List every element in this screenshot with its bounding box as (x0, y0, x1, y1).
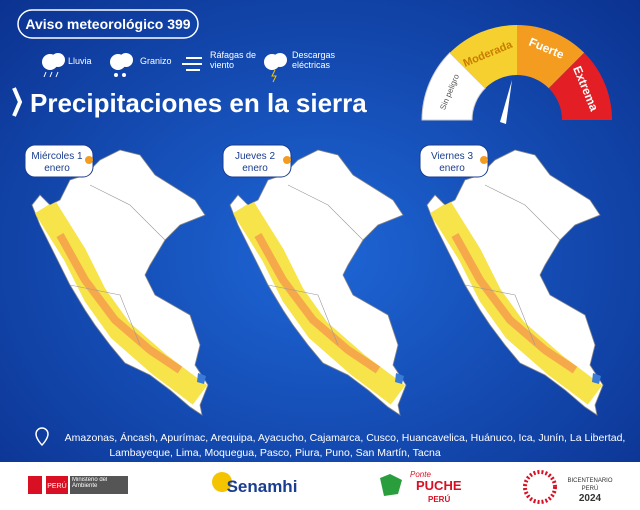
date-day: Miércoles 1 (31, 151, 83, 162)
puche-text: PERÚ (428, 495, 450, 504)
ministry-box-fo: Ministerio del Ambiente (72, 477, 108, 489)
date-month: enero (44, 163, 70, 174)
puche-text: PUCHE (416, 478, 462, 493)
senamhi-sun (212, 472, 232, 492)
title: Precipitaciones en la sierra (30, 88, 367, 118)
bicentenario-text: PERÚ (582, 485, 599, 492)
legend-label: Granizo (140, 56, 172, 66)
badge (17, 9, 199, 39)
legend-label: Descargas eléctricas (292, 50, 336, 70)
bicentenario-logo (523, 470, 557, 504)
legend (42, 53, 287, 83)
date-month: enero (242, 163, 268, 174)
date-box (24, 144, 94, 178)
date-box (419, 144, 489, 178)
peru-flag (28, 476, 42, 494)
bicentenario-year: 2024 (579, 493, 602, 504)
date-day: Jueves 2 (235, 151, 275, 162)
peru-text: PERÚ (47, 481, 66, 490)
ministry-box (70, 476, 128, 494)
legend-label: Lluvia (68, 56, 92, 66)
puche-map (380, 474, 402, 496)
title-arrow (12, 87, 23, 117)
legend-label-box: Descargas eléctricas (292, 50, 336, 70)
puche-text: Ponte (410, 470, 431, 479)
badge-text: Aviso meteorológico 399 (25, 16, 190, 32)
legend-label-box: Ráfagas de viento (210, 50, 257, 70)
date-day: Viernes 3 (431, 151, 474, 162)
peru-box (46, 476, 68, 494)
legend-label: Ráfagas de viento (210, 50, 257, 70)
date-month: enero (439, 163, 465, 174)
ministry-text: Ministerio del Ambiente (72, 477, 108, 489)
bicentenario-text: BICENTENARIO (567, 478, 612, 484)
date-dot (85, 156, 93, 164)
date-dot (283, 156, 291, 164)
gauge (421, 24, 612, 124)
pin-icon (35, 427, 49, 447)
regions: Lambayeque, Lima, Moquegua, Pasco, Piura… (109, 447, 441, 459)
date-box (222, 144, 292, 178)
date-dot (480, 156, 488, 164)
senamhi: Senamhi (227, 477, 298, 496)
regions: Amazonas, Áncash, Apurímac, Arequipa, Ay… (65, 431, 626, 444)
